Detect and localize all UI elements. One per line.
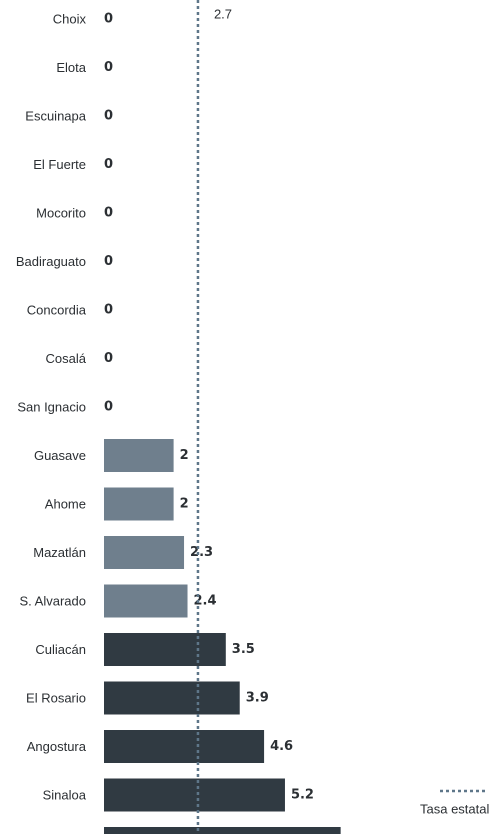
category-label-el-fuerte: El Fuerte [33,157,86,172]
value-label-choix: 0 [104,12,113,27]
category-label-mocorito: Mocorito [36,206,86,221]
value-label-mazatlan: 2.3 [190,545,213,560]
value-label-culiacan: 3.5 [232,642,255,657]
value-label-badiraguato: 0 [104,254,113,269]
value-label-sinaloa: 5.2 [291,788,314,803]
category-label-elota: Elota [56,60,86,75]
category-label-s-alvarado: S. Alvarado [20,594,87,609]
category-label-choix: Choix [53,12,87,27]
bar-angostura [104,730,265,763]
value-label-el-rosario: 3.9 [246,691,269,706]
value-label-angostura: 4.6 [270,739,293,754]
bar-culiacan [104,633,226,666]
category-label-guasave: Guasave [34,448,86,463]
value-label-concordia: 0 [104,303,113,318]
legend: Tasa estatal [420,789,489,817]
legend-label: Tasa estatal [420,802,489,817]
value-label-s-alvarado: 2.4 [194,594,217,609]
category-label-badiraguato: Badiraguato [16,254,86,269]
bar-navolato [104,827,341,834]
category-label-san-ignacio: San Ignacio [17,400,86,415]
bar-mazatlan [104,536,185,569]
bars-layer [104,439,341,834]
bar-guasave [104,439,174,472]
value-label-ahome: 2 [180,497,189,512]
category-label-culiacan: Culiacán [35,642,86,657]
category-label-ahome: Ahome [45,497,86,512]
bar-s-alvarado [104,584,188,618]
bar-el-rosario [104,681,240,715]
category-label-escuinapa: Escuinapa [25,109,86,124]
value-label-cosala: 0 [104,351,113,366]
reference-line-label: 2.7 [214,7,232,22]
category-label-cosala: Cosalá [46,351,87,366]
bar-ahome [104,487,174,521]
value-label-escuinapa: 0 [104,109,113,124]
category-label-concordia: Concordia [27,303,87,318]
category-label-mazatlan: Mazatlán [33,545,86,560]
reference-line-layer: 2.7 [196,0,232,834]
value-label-guasave: 2 [180,448,189,463]
value-label-san-ignacio: 0 [104,400,113,415]
category-label-sinaloa: Sinaloa [43,788,87,803]
category-label-angostura: Angostura [27,739,87,754]
value-label-el-fuerte: 0 [104,157,113,172]
value-label-mocorito: 0 [104,206,113,221]
value-label-elota: 0 [104,60,113,75]
category-label-el-rosario: El Rosario [26,691,86,706]
bar-sinaloa [104,778,285,812]
labels-layer: Choix 0 Elota 0 Escuinapa 0 El Fuerte 0 Mocorito… [16,12,314,803]
